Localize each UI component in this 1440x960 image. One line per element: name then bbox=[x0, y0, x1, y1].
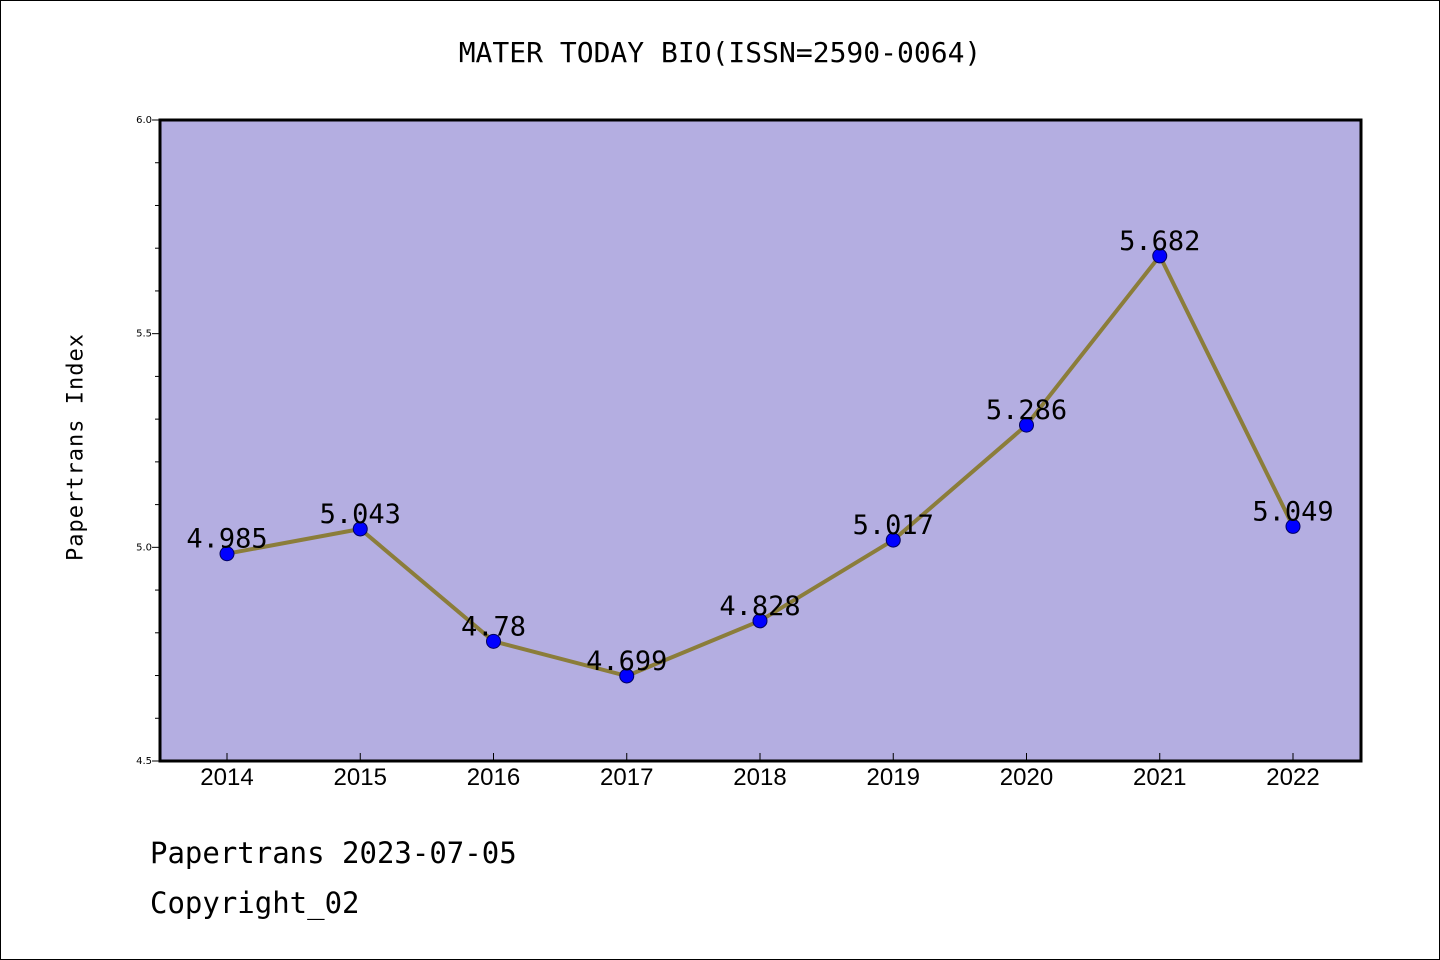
data-label: 5.682 bbox=[1119, 226, 1200, 257]
data-label: 4.78 bbox=[461, 611, 526, 642]
y-tick-label: 6.0 bbox=[136, 115, 152, 126]
x-tick-label: 2021 bbox=[1133, 764, 1186, 791]
data-label: 4.699 bbox=[586, 646, 667, 677]
x-tick-label: 2016 bbox=[467, 764, 520, 791]
plot-border bbox=[158, 118, 1363, 763]
x-tick-label: 2018 bbox=[733, 764, 786, 791]
x-axis: 2014 2015 2016 2017 2018 2019 2020 2021 2022 bbox=[200, 753, 1320, 791]
data-point bbox=[1285, 518, 1301, 534]
data-label: 5.043 bbox=[320, 499, 401, 530]
x-tick-label: 2014 bbox=[200, 764, 253, 791]
y-tick-label: 5.0 bbox=[136, 542, 152, 553]
data-point bbox=[1019, 417, 1034, 433]
data-label: 4.985 bbox=[186, 524, 267, 555]
data-point bbox=[486, 633, 501, 649]
y-tick-label: 5.5 bbox=[136, 329, 152, 340]
data-label: 4.828 bbox=[719, 591, 800, 622]
data-label: 5.286 bbox=[986, 395, 1067, 426]
chart-title: MATER TODAY BIO(ISSN=2590-0064) bbox=[458, 36, 982, 69]
y-tick-label: 4.5 bbox=[136, 756, 152, 767]
data-point bbox=[352, 521, 368, 537]
data-point bbox=[219, 546, 235, 562]
data-point bbox=[752, 613, 768, 629]
data-label: 5.049 bbox=[1252, 496, 1333, 527]
y-axis: 4.5 5.0 5.5 6.0 bbox=[136, 115, 160, 767]
series-markers bbox=[219, 248, 1301, 684]
data-labels: 4.985 5.043 4.78 4.699 4.828 5.017 5.286 5.682 5… bbox=[186, 226, 1333, 677]
footer-source: Papertrans 2023-07-05 bbox=[150, 836, 517, 870]
x-tick-label: 2017 bbox=[600, 764, 653, 791]
data-point bbox=[619, 668, 635, 684]
data-point bbox=[885, 532, 901, 548]
x-tick-label: 2015 bbox=[334, 764, 387, 791]
x-tick-label: 2019 bbox=[867, 764, 920, 791]
plot-area bbox=[160, 120, 1361, 761]
data-point bbox=[1152, 248, 1168, 264]
footer-copyright: Copyright_02 bbox=[150, 886, 360, 920]
x-tick-label: 2020 bbox=[1000, 764, 1053, 791]
data-label: 5.017 bbox=[853, 510, 934, 541]
x-tick-label: 2022 bbox=[1266, 764, 1319, 791]
